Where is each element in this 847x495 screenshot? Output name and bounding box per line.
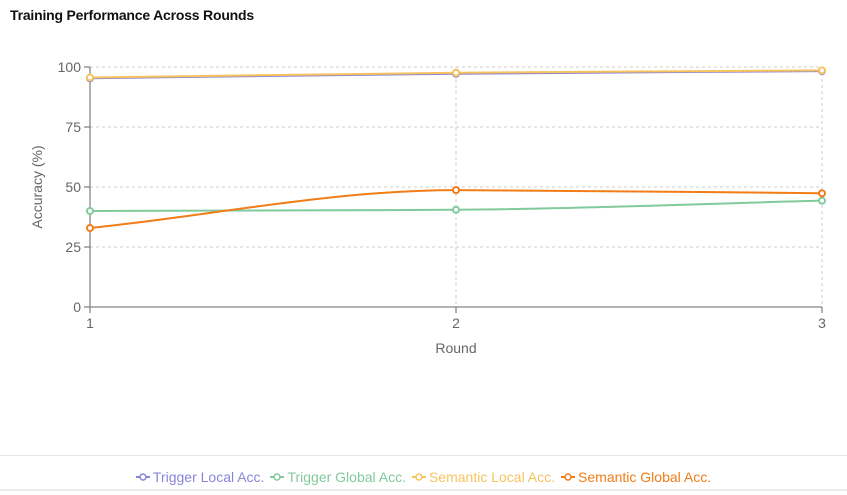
data-point xyxy=(818,196,826,205)
data-point xyxy=(86,207,94,215)
y-tick-label: 50 xyxy=(65,179,81,195)
legend-label: Trigger Local Acc. xyxy=(152,469,265,485)
bottom-rule xyxy=(0,489,847,491)
legend-item[interactable]: Trigger Local Acc. xyxy=(135,469,265,485)
chart-title: Training Performance Across Rounds xyxy=(10,7,254,23)
axes: 0 25 50 75 100 1 2 3 Round Accuracy (%) xyxy=(29,59,826,356)
x-axis-label: Round xyxy=(435,340,476,356)
legend-item[interactable]: Semantic Local Acc. xyxy=(411,469,556,485)
data-point xyxy=(452,205,460,214)
y-tick-label: 0 xyxy=(73,299,81,315)
x-tick-label: 2 xyxy=(452,315,460,331)
data-point xyxy=(818,66,826,75)
data-point xyxy=(86,73,94,82)
legend-divider xyxy=(0,455,847,456)
legend-marker-icon xyxy=(561,473,576,481)
legend-label: Semantic Global Acc. xyxy=(578,469,712,485)
legend-label: Semantic Local Acc. xyxy=(428,469,556,485)
data-point xyxy=(452,186,460,195)
legend-label: Trigger Global Acc. xyxy=(287,469,406,485)
x-tick-label: 1 xyxy=(86,315,94,331)
legend-marker-icon xyxy=(135,473,150,481)
y-tick-label: 75 xyxy=(65,119,81,135)
x-tick-label: 3 xyxy=(818,315,826,331)
data-point xyxy=(86,224,94,233)
legend-item[interactable]: Semantic Global Acc. xyxy=(561,469,711,485)
y-axis-label: Accuracy (%) xyxy=(29,145,45,228)
line-chart: 0 25 50 75 100 1 2 3 Round Accuracy (%) xyxy=(29,59,826,356)
legend-item[interactable]: Trigger Global Acc. xyxy=(270,469,406,485)
series-lines xyxy=(89,69,823,230)
legend-marker-icon xyxy=(270,473,285,481)
data-point xyxy=(452,68,460,77)
series-points xyxy=(86,66,826,233)
legend-marker-icon xyxy=(411,473,426,481)
legend: Trigger Local Acc. Trigger Global Acc. Sem… xyxy=(0,469,847,485)
y-tick-label: 25 xyxy=(65,239,81,255)
data-point xyxy=(818,189,826,198)
y-tick-label: 100 xyxy=(58,59,82,75)
